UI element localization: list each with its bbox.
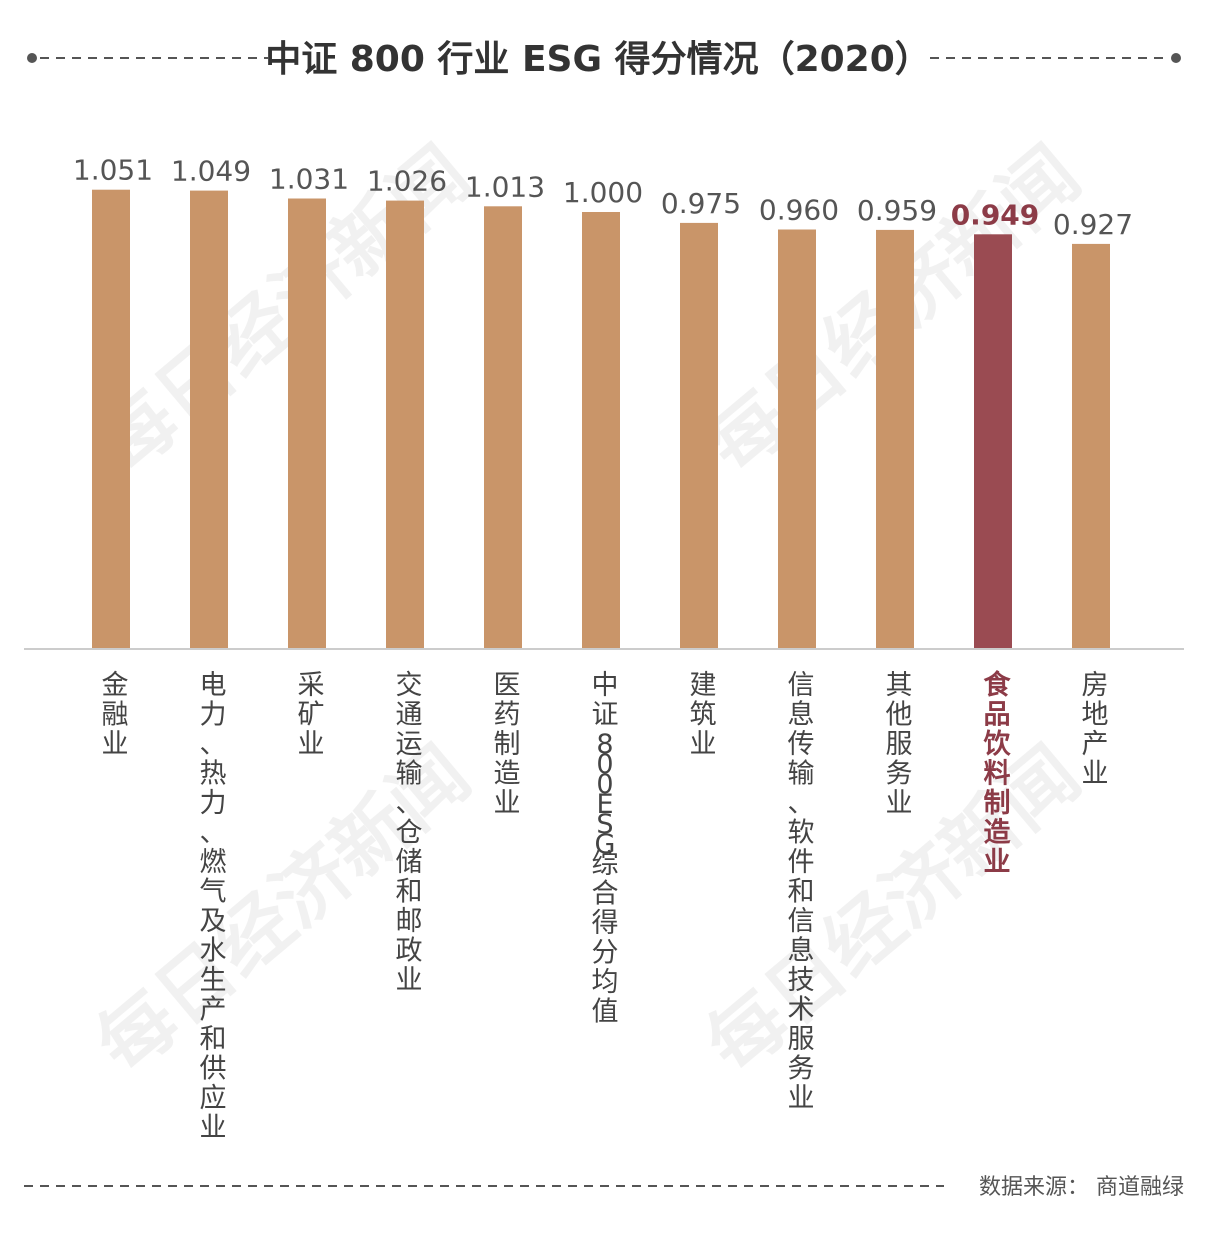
category-label-2: 电力、热力、燃气及水生产和供应业 (200, 670, 227, 1144)
value-labels: 1.051 1.049 1.031 1.026 1.013 1.000 0.975 0.960… (73, 154, 1133, 241)
bar-7 (680, 222, 718, 649)
value-label-5: 1.013 (465, 170, 545, 203)
bar-11 (1072, 243, 1110, 649)
category-label-6: 中证 8 0 0 E S G 综合得分均值 (592, 670, 619, 1028)
value-label-3: 1.031 (269, 163, 349, 196)
category-label-10: 食品饮料制造业 (983, 669, 1012, 878)
value-label-9: 0.959 (857, 194, 937, 227)
watermark-3: 每日经济新闻 (80, 729, 487, 1090)
bar-1 (92, 189, 130, 649)
bar-2 (190, 190, 228, 649)
category-label-4: 交通运输、仓储和邮政业 (396, 670, 423, 996)
value-label-1: 1.051 (73, 154, 153, 187)
bar-9 (876, 229, 914, 649)
category-labels: 金融业 电力、热力、燃气及水生产和供应业 采矿业 交通运输、仓储和邮政业 医药制造业 中证… (102, 669, 1109, 1144)
bar-10 (974, 234, 1012, 650)
category-label-7: 建筑业 (690, 670, 717, 760)
bar-4 (386, 200, 424, 649)
value-label-8: 0.960 (759, 194, 839, 227)
category-label-11: 房地产业 (1082, 670, 1109, 790)
bar-8 (778, 229, 816, 649)
bars (92, 189, 1110, 650)
title-rule-right-dot (1171, 53, 1181, 63)
chart-title: 中证 800 行业 ESG 得分情况（2020） (265, 39, 931, 80)
value-label-6: 1.000 (563, 176, 643, 209)
category-label-3: 采矿业 (298, 670, 325, 760)
value-label-11: 0.927 (1053, 208, 1133, 241)
title-rule-left-dot (27, 53, 37, 63)
bar-5 (484, 206, 522, 650)
source-note: 数据来源： 商道融绿 (979, 1175, 1184, 1200)
bar-3 (288, 198, 326, 649)
category-label-1: 金融业 (102, 670, 129, 760)
value-label-7: 0.975 (661, 187, 741, 220)
category-label-5: 医药制造业 (494, 670, 521, 819)
value-label-4: 1.026 (367, 165, 447, 198)
bar-6 (582, 212, 620, 649)
category-label-9: 其他服务业 (886, 670, 913, 819)
value-label-10: 0.949 (951, 198, 1040, 231)
category-label-8: 信息传输、软件和信息技术服务业 (788, 670, 815, 1114)
value-label-2: 1.049 (171, 155, 251, 188)
